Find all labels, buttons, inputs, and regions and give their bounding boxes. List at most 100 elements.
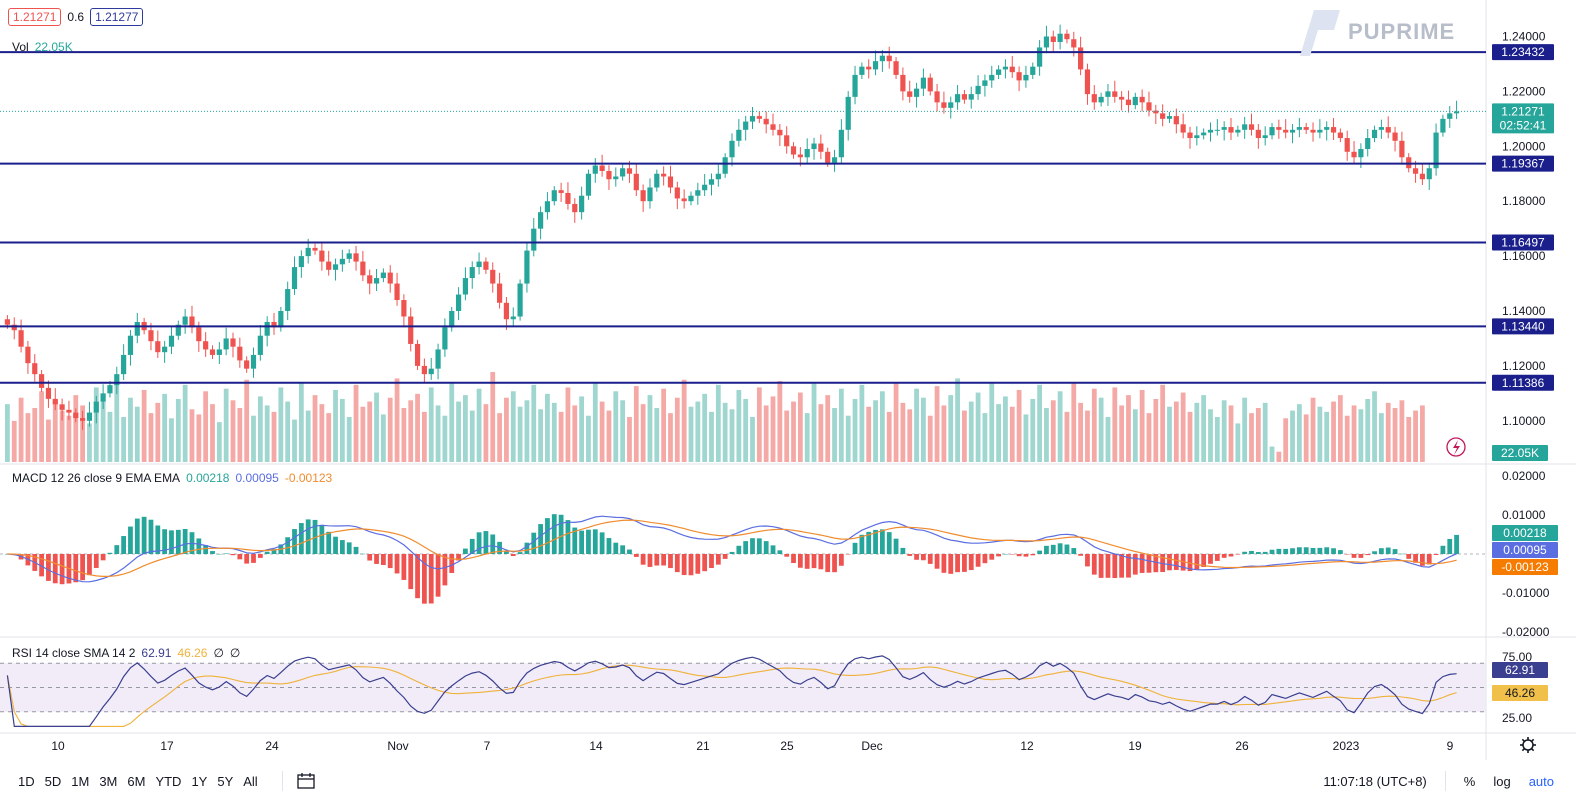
macd-histogram-bar (982, 554, 988, 564)
volume-bar (374, 392, 379, 462)
macd-histogram-bar (1173, 554, 1179, 570)
log-toggle[interactable]: log (1493, 773, 1511, 789)
lightning-icon (1446, 437, 1466, 457)
timeframe-3m[interactable]: 3M (99, 773, 118, 789)
ask-price[interactable]: 1.21277 (90, 8, 144, 26)
candle-body (285, 289, 291, 312)
macd-histogram-bar (449, 554, 455, 573)
candle-body (1371, 129, 1378, 139)
volume-bar (1112, 387, 1118, 462)
volume-bar (975, 392, 981, 462)
macd-histogram-bar (374, 554, 379, 564)
macd-badge (1492, 559, 1558, 575)
candle-body (209, 349, 216, 355)
volume-bar (483, 404, 489, 462)
candle-body (237, 346, 243, 361)
candle-body (872, 61, 879, 70)
timeframe-6m[interactable]: 6M (127, 773, 146, 789)
volume-bar (599, 401, 605, 462)
candle-body (503, 302, 510, 320)
volume-bar (592, 382, 598, 462)
volume-bar (1098, 397, 1104, 462)
candle-body (954, 94, 961, 103)
macd-histogram-bar (695, 554, 701, 574)
candle-body (1050, 36, 1056, 42)
volume-bar (1249, 413, 1254, 462)
volume-bar (5, 404, 10, 462)
volume-bar (1296, 404, 1302, 462)
auto-toggle[interactable]: auto (1528, 773, 1554, 789)
candle-body (332, 264, 339, 270)
volume-bar (1057, 391, 1063, 462)
macd-histogram-bar (415, 554, 420, 599)
volume-bar (770, 396, 776, 462)
macd-histogram-bar (927, 554, 933, 564)
timeframe-5y[interactable]: 5Y (217, 773, 234, 789)
candle-body (346, 253, 352, 259)
time-label: 17 (160, 739, 174, 753)
percent-toggle[interactable]: % (1463, 773, 1476, 789)
candle-body (1276, 127, 1282, 130)
macd-histogram-bar (1139, 554, 1145, 573)
candle-body (1255, 129, 1261, 139)
timeframe-1m[interactable]: 1M (71, 773, 90, 789)
macd-histogram-bar (1290, 548, 1295, 554)
macd-histogram-bar (1255, 552, 1261, 554)
volume-bar (756, 387, 762, 462)
candle-body (1016, 72, 1022, 81)
macd-histogram-bar (886, 532, 892, 554)
candle-body (45, 387, 52, 399)
bid-price[interactable]: 1.21271 (8, 8, 62, 26)
macd-histogram-bar (743, 541, 749, 554)
volume-bar (968, 401, 974, 462)
macd-histogram-bar (46, 554, 51, 581)
volume-bar (11, 420, 17, 462)
date-range-icon[interactable] (297, 773, 315, 789)
timeframe-ytd[interactable]: YTD (155, 773, 182, 789)
volume-bar (1160, 384, 1166, 462)
candle-body (1317, 129, 1323, 133)
macd-histogram-bar (879, 529, 885, 554)
volume-bar (1003, 396, 1008, 462)
macd-histogram-bar (346, 542, 352, 554)
volume-bar (558, 411, 564, 462)
macd-badge-label: -0.00123 (1501, 560, 1549, 574)
volume-bar (1187, 411, 1193, 462)
level-badge-label: 1.19367 (1501, 157, 1545, 171)
macd-histogram-bar (900, 547, 906, 554)
volume-bar (551, 402, 557, 462)
clock[interactable]: 11:07:18 (UTC+8) (1323, 773, 1427, 789)
timeframe-1d[interactable]: 1D (18, 773, 35, 789)
volume-bar (572, 405, 578, 462)
candle-body (1064, 33, 1070, 40)
timeframe-all[interactable]: All (243, 773, 258, 789)
candle-body (818, 143, 824, 152)
timeframe-5d[interactable]: 5D (44, 773, 62, 789)
candle-body (1324, 127, 1330, 130)
macd-histogram-bar (702, 554, 708, 572)
candle-body (155, 341, 161, 353)
volume-bar (927, 415, 933, 462)
volume-bar (647, 395, 653, 462)
candle-body (394, 283, 400, 301)
macd-histogram-bar (292, 529, 297, 554)
macd-histogram-bar (1003, 553, 1008, 555)
candle-body (1030, 66, 1036, 75)
price-tick: 1.16000 (1502, 249, 1546, 263)
candle-body (32, 363, 38, 375)
candle-body (838, 129, 844, 158)
volume-bar (463, 395, 468, 462)
volume-bar (1132, 409, 1138, 462)
volume-bar (66, 415, 72, 462)
macd-histogram-bar (1283, 548, 1289, 554)
volume-bar (674, 397, 680, 462)
candle-body (462, 278, 469, 295)
volume-bar (504, 397, 509, 462)
candle-body (756, 116, 762, 119)
macd-histogram-bar (1378, 548, 1384, 554)
brand-name: PUPRIME (1348, 19, 1456, 44)
volume-bar (155, 402, 161, 462)
macd-histogram-bar (422, 554, 427, 604)
timeframe-1y[interactable]: 1Y (191, 773, 208, 789)
